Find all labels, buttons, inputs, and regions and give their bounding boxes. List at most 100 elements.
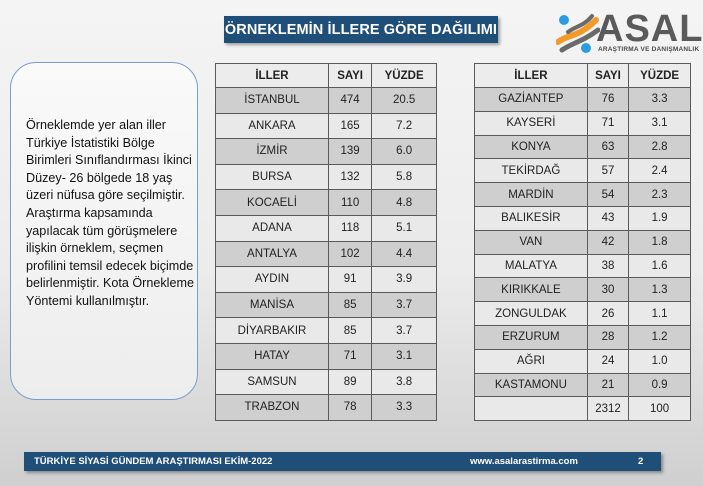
asal-logo: ASAL ARAŞTIRMA VE DANIŞMANLIK (556, 8, 702, 58)
left-provinces-table: İLLER SAYI YÜZDE İSTANBUL 474 20.5 ANKARA 16… (215, 63, 437, 421)
percent-cell: 1.1 (628, 301, 691, 326)
percent-cell: 3.3 (628, 87, 691, 112)
table-row: BURSA 132 5.8 (215, 163, 437, 191)
count-cell: 54 (586, 182, 630, 207)
province-cell (474, 396, 588, 422)
percent-cell: 1.2 (628, 324, 691, 350)
count-cell: 2312 (586, 396, 630, 422)
province-cell: KOCAELİ (215, 189, 329, 216)
description-box: Örneklemde yer alan iller Türkiye İstati… (10, 62, 198, 400)
percent-cell: 20.5 (371, 87, 437, 114)
count-cell: 38 (586, 253, 630, 279)
count-cell: 71 (586, 110, 630, 136)
description-text: Örneklemde yer alan iller Türkiye İstati… (26, 118, 194, 308)
table-row: İSTANBUL 474 20.5 (215, 87, 437, 114)
percent-cell: 2.8 (628, 134, 691, 160)
table-row: HATAY 71 3.1 (215, 342, 437, 370)
percent-cell: 3.7 (371, 291, 437, 319)
table-row: KOCAELİ 110 4.8 (215, 189, 437, 216)
table-row: VAN 42 1.8 (474, 229, 691, 255)
count-cell: 21 (586, 372, 630, 398)
count-cell: 102 (327, 240, 373, 268)
province-cell: HATAY (215, 342, 329, 370)
count-cell: 474 (327, 87, 373, 114)
column-header-count: SAYI (586, 63, 630, 88)
percent-cell: 3.1 (628, 110, 691, 136)
province-cell: ADANA (215, 214, 329, 242)
page-number: 2 (638, 456, 644, 467)
count-cell: 63 (586, 134, 630, 160)
table-row: MARDİN 54 2.3 (474, 182, 691, 207)
count-cell: 42 (586, 229, 630, 255)
percent-cell: 1.8 (628, 229, 691, 255)
logo-text: ASAL (596, 8, 703, 50)
province-cell: DİYARBAKIR (215, 317, 329, 344)
province-cell: ANTALYA (215, 240, 329, 268)
table-row: ZONGULDAK 26 1.1 (474, 301, 691, 326)
column-header-provinces: İLLER (474, 63, 588, 88)
footer-bar: TÜRKİYE SİYASİ GÜNDEM ARAŞTIRMASI EKİM-2… (24, 452, 661, 471)
province-cell: MANİSA (215, 291, 329, 319)
province-cell: TRABZON (215, 394, 329, 421)
count-cell: 165 (327, 112, 373, 140)
percent-cell: 3.3 (371, 394, 437, 421)
province-cell: ANKARA (215, 112, 329, 140)
footer-title: TÜRKİYE SİYASİ GÜNDEM ARAŞTIRMASI EKİM-2… (34, 456, 273, 467)
column-header-provinces: İLLER (215, 63, 329, 88)
table-row: MALATYA 38 1.6 (474, 253, 691, 279)
table-row: İZMİR 139 6.0 (215, 138, 437, 165)
table-row: BALIKESİR 43 1.9 (474, 205, 691, 231)
table-row: KAYSERİ 71 3.1 (474, 110, 691, 136)
percent-cell: 1.6 (628, 253, 691, 279)
footer-website-link[interactable]: www.asalarastirma.com (470, 456, 578, 467)
table-row: KIRIKKALE 30 1.3 (474, 277, 691, 303)
percent-cell: 1.3 (628, 277, 691, 303)
province-cell: BALIKESİR (474, 205, 588, 231)
count-cell: 85 (327, 291, 373, 319)
province-cell: BURSA (215, 163, 329, 191)
table-row: GAZİANTEP 76 3.3 (474, 87, 691, 112)
count-cell: 132 (327, 163, 373, 191)
table-row: ERZURUM 28 1.2 (474, 324, 691, 350)
percent-cell: 6.0 (371, 138, 437, 165)
count-cell: 78 (327, 394, 373, 421)
province-cell: ZONGULDAK (474, 301, 588, 326)
percent-cell: 2.3 (628, 182, 691, 207)
percent-cell: 3.8 (371, 368, 437, 396)
table-row: AYDIN 91 3.9 (215, 266, 437, 293)
column-header-percent: YÜZDE (371, 63, 437, 88)
table-row: ANTALYA 102 4.4 (215, 240, 437, 268)
percent-cell: 100 (628, 396, 691, 422)
table-header-row: İLLER SAYI YÜZDE (474, 63, 691, 88)
province-cell: AYDIN (215, 266, 329, 293)
table-row: DİYARBAKIR 85 3.7 (215, 317, 437, 344)
table-row: KASTAMONU 21 0.9 (474, 372, 691, 398)
percent-cell: 2.4 (628, 158, 691, 184)
logo-mark-icon (556, 14, 600, 53)
percent-cell: 1.0 (628, 348, 691, 374)
table-row: TRABZON 78 3.3 (215, 394, 437, 421)
right-provinces-table: İLLER SAYI YÜZDE GAZİANTEP 76 3.3 KAYSERİ 71… (474, 63, 691, 422)
count-cell: 76 (586, 87, 630, 112)
province-cell: MARDİN (474, 182, 588, 207)
percent-cell: 3.9 (371, 266, 437, 293)
province-cell: SAMSUN (215, 368, 329, 396)
province-cell: ERZURUM (474, 324, 588, 350)
percent-cell: 7.2 (371, 112, 437, 140)
table-row: ADANA 118 5.1 (215, 214, 437, 242)
table-row: SAMSUN 89 3.8 (215, 368, 437, 396)
count-cell: 118 (327, 214, 373, 242)
count-cell: 89 (327, 368, 373, 396)
table-row: AĞRI 24 1.0 (474, 348, 691, 374)
count-cell: 91 (327, 266, 373, 293)
count-cell: 28 (586, 324, 630, 350)
table-row: ANKARA 165 7.2 (215, 112, 437, 140)
province-cell: KONYA (474, 134, 588, 160)
province-cell: İSTANBUL (215, 87, 329, 114)
table-row: MANİSA 85 3.7 (215, 291, 437, 319)
province-cell: VAN (474, 229, 588, 255)
table-header-row: İLLER SAYI YÜZDE (215, 63, 437, 88)
percent-cell: 1.9 (628, 205, 691, 231)
count-cell: 85 (327, 317, 373, 344)
percent-cell: 0.9 (628, 372, 691, 398)
